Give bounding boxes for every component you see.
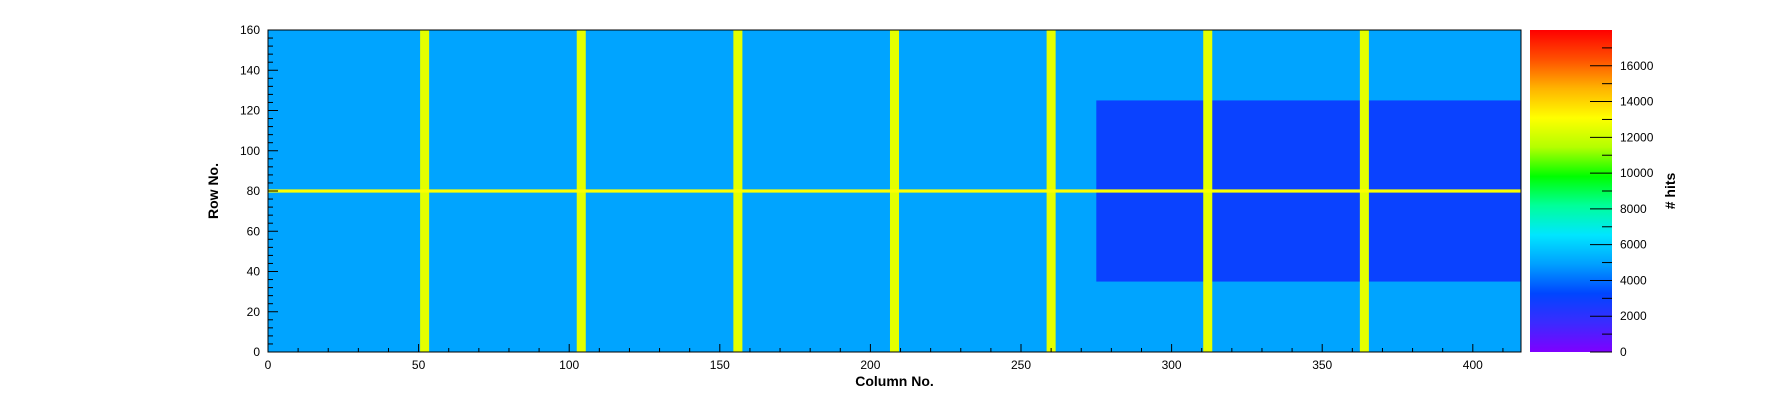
x-tick-label: 150 (710, 358, 730, 372)
colorbar-tick-label: 0 (1620, 345, 1627, 359)
y-tick-label: 60 (247, 224, 261, 238)
colorbar-tick-label: 10000 (1620, 166, 1654, 180)
x-tick-label: 0 (265, 358, 272, 372)
x-tick-label: 100 (559, 358, 579, 372)
colorbar-tick-label: 16000 (1620, 59, 1654, 73)
colorbar-title: # hits (1662, 173, 1678, 210)
heatmap-area (268, 30, 1521, 352)
y-tick-label: 100 (240, 144, 260, 158)
colorbar-tick-label: 6000 (1620, 238, 1647, 252)
x-tick-label: 50 (412, 358, 426, 372)
colorbar-tick-label: 14000 (1620, 95, 1654, 109)
colorbar-tick-label: 4000 (1620, 273, 1647, 287)
y-tick-label: 0 (253, 345, 260, 359)
y-tick-label: 140 (240, 63, 260, 77)
y-tick-label: 160 (240, 23, 260, 37)
colorbar-tick-label: 8000 (1620, 202, 1647, 216)
y-tick-label: 80 (247, 184, 261, 198)
colorbar-tick-label: 12000 (1620, 130, 1654, 144)
x-tick-label: 300 (1162, 358, 1182, 372)
y-axis: 0 20 40 60 80 100 120 140 160 (240, 23, 278, 359)
colorbar-scale (1530, 30, 1612, 352)
heatmap-hot-row (268, 189, 1521, 193)
y-tick-label: 120 (240, 104, 260, 118)
y-axis-title: Row No. (205, 163, 221, 219)
x-axis: 0 50 100 150 200 250 300 350 400 (265, 344, 1504, 372)
x-axis-title: Column No. (855, 373, 934, 389)
y-tick-label: 20 (247, 305, 261, 319)
x-tick-label: 400 (1463, 358, 1483, 372)
y-tick-label: 40 (247, 265, 261, 279)
x-tick-label: 200 (860, 358, 880, 372)
x-tick-label: 250 (1011, 358, 1031, 372)
colorbar: 0 2000 4000 6000 8000 10000 12000 14000 16000 (1530, 30, 1654, 359)
colorbar-tick-label: 2000 (1620, 309, 1647, 323)
x-tick-label: 350 (1312, 358, 1332, 372)
